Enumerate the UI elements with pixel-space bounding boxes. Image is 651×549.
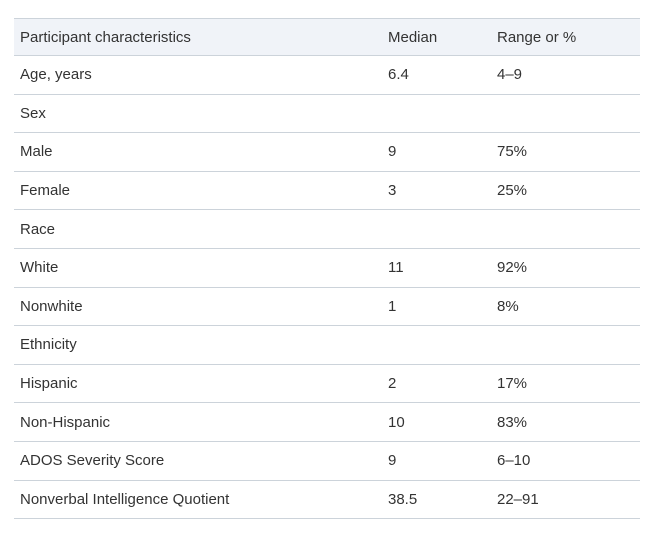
- table-row: White 11 92%: [14, 248, 640, 287]
- table-row: Nonverbal Intelligence Quotient 38.5 22–…: [14, 480, 640, 519]
- median-value: 11: [388, 259, 404, 277]
- table-row: Nonwhite 1 8%: [14, 287, 640, 326]
- range-or-percent-value: 4–9: [497, 66, 523, 84]
- median-value: 3: [388, 182, 397, 200]
- range-or-percent-value: 25%: [497, 182, 528, 200]
- table-body: Age, years 6.4 4–9 Sex Male 9 75% Female…: [14, 55, 640, 519]
- table-row: Male 9 75%: [14, 132, 640, 172]
- column-header-participant-characteristics: Participant characteristics: [14, 18, 388, 56]
- range-or-percent-value: 8%: [497, 297, 519, 315]
- table-header-row: Participant characteristics Median Range…: [14, 18, 640, 56]
- table-row: Sex: [14, 94, 640, 133]
- median-value: [388, 210, 497, 249]
- range-or-percent-value: 6–10: [497, 452, 531, 470]
- table-row: ADOS Severity Score 9 6–10: [14, 441, 640, 480]
- table-row: Hispanic 2 17%: [14, 364, 640, 403]
- range-or-percent-value: [497, 326, 640, 365]
- characteristic-label: Nonwhite: [20, 297, 83, 315]
- characteristic-label: Race: [20, 220, 56, 238]
- participant-characteristics-table: Participant characteristics Median Range…: [14, 18, 640, 520]
- characteristic-label: Hispanic: [20, 375, 78, 393]
- characteristic-label: ADOS Severity Score: [20, 452, 165, 470]
- median-value: 38.5: [388, 490, 418, 508]
- median-value: 6.4: [388, 66, 409, 84]
- median-value: 10: [388, 413, 405, 431]
- table-row: Non-Hispanic 10 83%: [14, 402, 640, 442]
- range-or-percent-value: 17%: [497, 375, 528, 393]
- median-value: 2: [388, 375, 397, 393]
- table-row: Ethnicity: [14, 325, 640, 365]
- range-or-percent-value: 22–91: [497, 490, 539, 508]
- characteristic-label: Sex: [20, 104, 46, 122]
- range-or-percent-value: 83%: [497, 413, 528, 431]
- median-value: 1: [388, 297, 397, 315]
- table-row: Age, years 6.4 4–9: [14, 55, 640, 95]
- characteristic-label: Female: [20, 182, 71, 200]
- characteristic-label: White: [20, 259, 59, 277]
- range-or-percent-value: 92%: [497, 259, 528, 277]
- median-value: 9: [388, 452, 397, 470]
- range-or-percent-value: 75%: [497, 143, 528, 161]
- characteristic-label: Male: [20, 143, 53, 161]
- column-header-range-or-percent: Range or %: [497, 18, 640, 56]
- table-row: Female 3 25%: [14, 171, 640, 210]
- range-or-percent-value: [497, 210, 640, 249]
- median-value: [388, 326, 497, 365]
- table-row: Race: [14, 209, 640, 249]
- median-value: [388, 94, 497, 133]
- characteristic-label: Nonverbal Intelligence Quotient: [20, 490, 230, 508]
- median-value: 9: [388, 143, 397, 161]
- participant-characteristics-table-container: Participant characteristics Median Range…: [14, 18, 640, 520]
- characteristic-label: Ethnicity: [20, 336, 77, 354]
- characteristic-label: Age, years: [20, 66, 92, 84]
- characteristic-label: Non-Hispanic: [20, 413, 111, 431]
- range-or-percent-value: [497, 94, 640, 133]
- column-header-median: Median: [388, 18, 497, 56]
